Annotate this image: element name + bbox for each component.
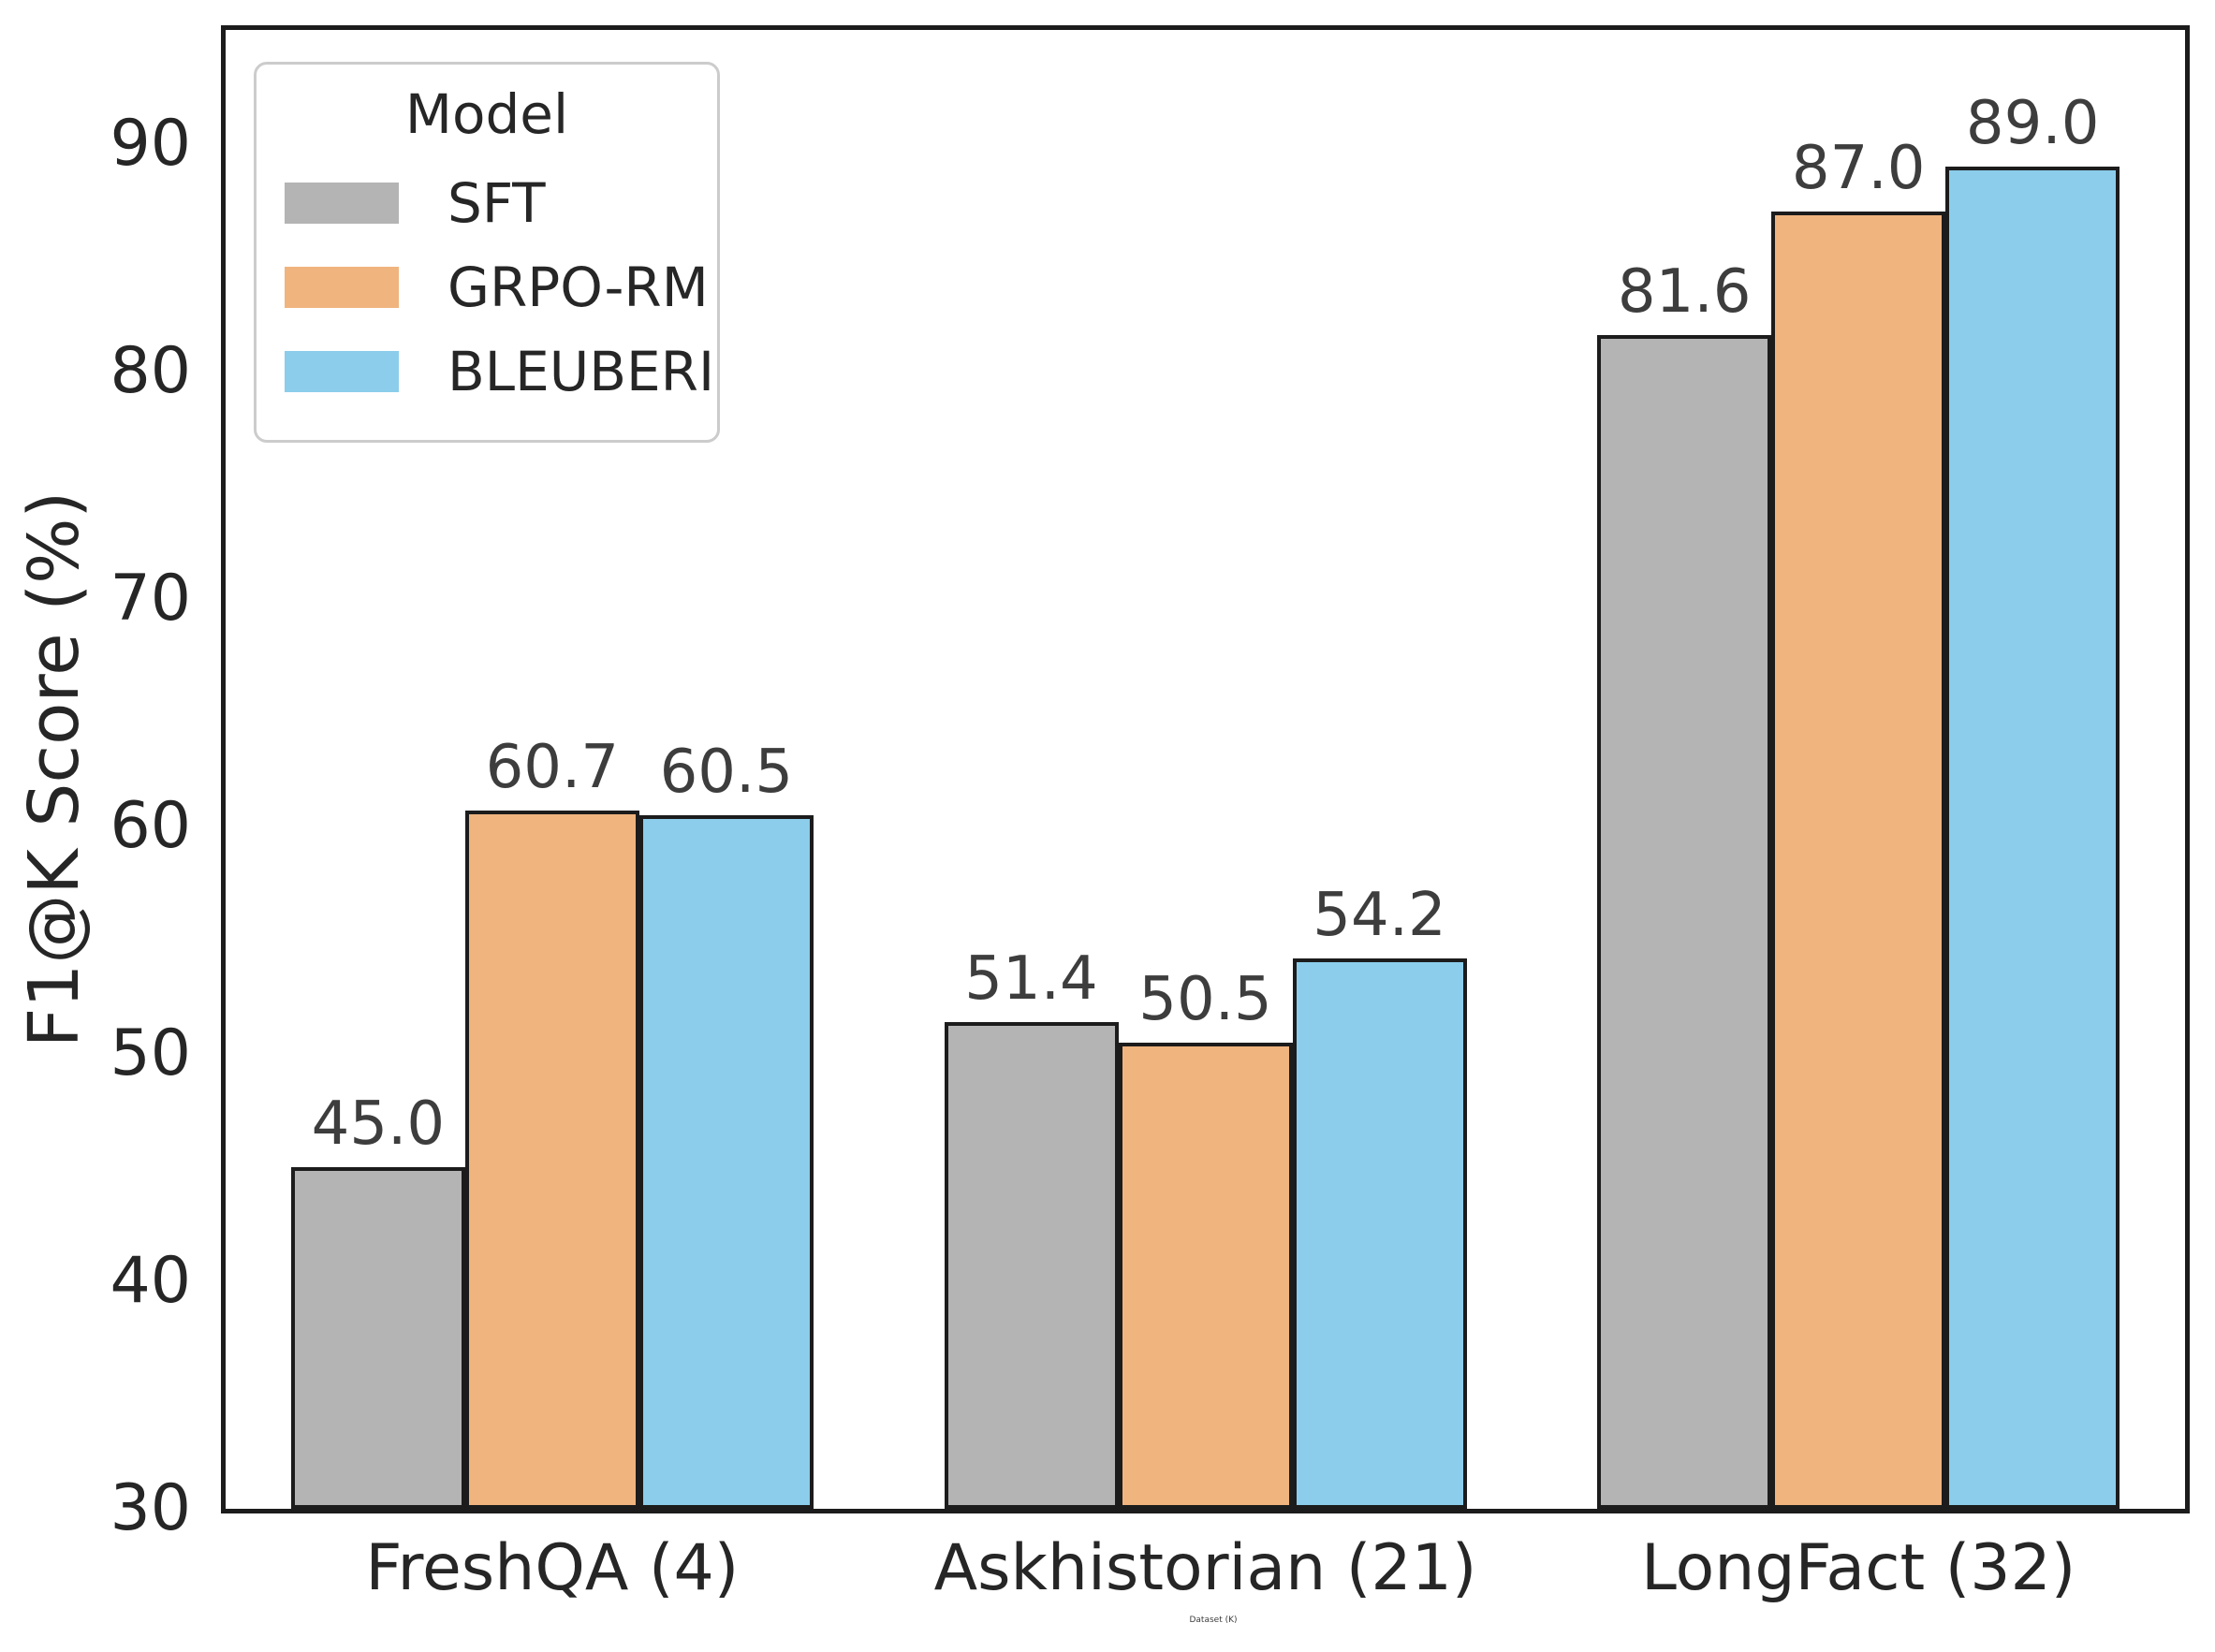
ytick-label-90: 90 xyxy=(110,106,191,181)
x-axis-label: Dataset (K) xyxy=(1189,1615,1238,1625)
ytick-label-30: 30 xyxy=(110,1471,191,1545)
bar-value-label: 60.7 xyxy=(485,732,620,802)
legend-swatch-SFT xyxy=(285,182,399,224)
legend-items: SFT GRPO-RM BLEUBERI xyxy=(285,161,714,414)
bar-BLEUBERI-FreshQA (4) xyxy=(638,814,814,1509)
legend-item-GRPO-RM: GRPO-RM xyxy=(285,245,709,329)
bar-value-label: 45.0 xyxy=(311,1089,446,1160)
bar-value-label: 50.5 xyxy=(1138,964,1272,1034)
bar-BLEUBERI-Askhistorian (21) xyxy=(1292,958,1467,1509)
legend-label-GRPO-RM: GRPO-RM xyxy=(447,255,709,319)
ytick-label-40: 40 xyxy=(110,1243,191,1318)
bar-SFT-Askhistorian (21) xyxy=(944,1021,1119,1509)
bar-value-label: 60.5 xyxy=(659,737,794,807)
bar-value-label: 51.4 xyxy=(964,943,1098,1014)
legend-swatch-GRPO-RM xyxy=(285,266,399,308)
bar-value-label: 87.0 xyxy=(1791,134,1926,204)
bar-value-label: 81.6 xyxy=(1617,256,1752,327)
legend-label-BLEUBERI: BLEUBERI xyxy=(447,339,715,403)
legend-item-SFT: SFT xyxy=(285,161,689,245)
xtick-label-LongFact (32): LongFact (32) xyxy=(1640,1531,2076,1605)
xtick-label-FreshQA (4): FreshQA (4) xyxy=(365,1531,740,1605)
bar-SFT-LongFact (32) xyxy=(1597,334,1772,1509)
bar-GRPO-RM-FreshQA (4) xyxy=(464,810,639,1509)
ytick-label-70: 70 xyxy=(110,561,191,636)
bar-value-label: 89.0 xyxy=(1965,88,2100,158)
bar-GRPO-RM-Askhistorian (21) xyxy=(1118,1042,1293,1509)
legend: Model SFT GRPO-RM BLEUBERI xyxy=(254,62,720,443)
bar-BLEUBERI-LongFact (32) xyxy=(1945,166,2120,1509)
bar-GRPO-RM-LongFact (32) xyxy=(1771,212,1946,1509)
plot-area: 45.0 60.7 60.5 51.4 50.5 54.2 81.6 87.0 89.0 Mod… xyxy=(221,25,2190,1513)
legend-label-SFT: SFT xyxy=(447,170,546,235)
legend-title: Model xyxy=(404,82,569,146)
xtick-label-Askhistorian (21): Askhistorian (21) xyxy=(933,1531,1477,1605)
legend-swatch-BLEUBERI xyxy=(285,350,399,392)
ytick-label-60: 60 xyxy=(110,788,191,863)
legend-item-BLEUBERI: BLEUBERI xyxy=(285,329,714,414)
ytick-label-80: 80 xyxy=(110,333,191,408)
ytick-label-50: 50 xyxy=(110,1016,191,1090)
bar-SFT-FreshQA (4) xyxy=(290,1167,465,1509)
bar-value-label: 54.2 xyxy=(1313,880,1446,950)
